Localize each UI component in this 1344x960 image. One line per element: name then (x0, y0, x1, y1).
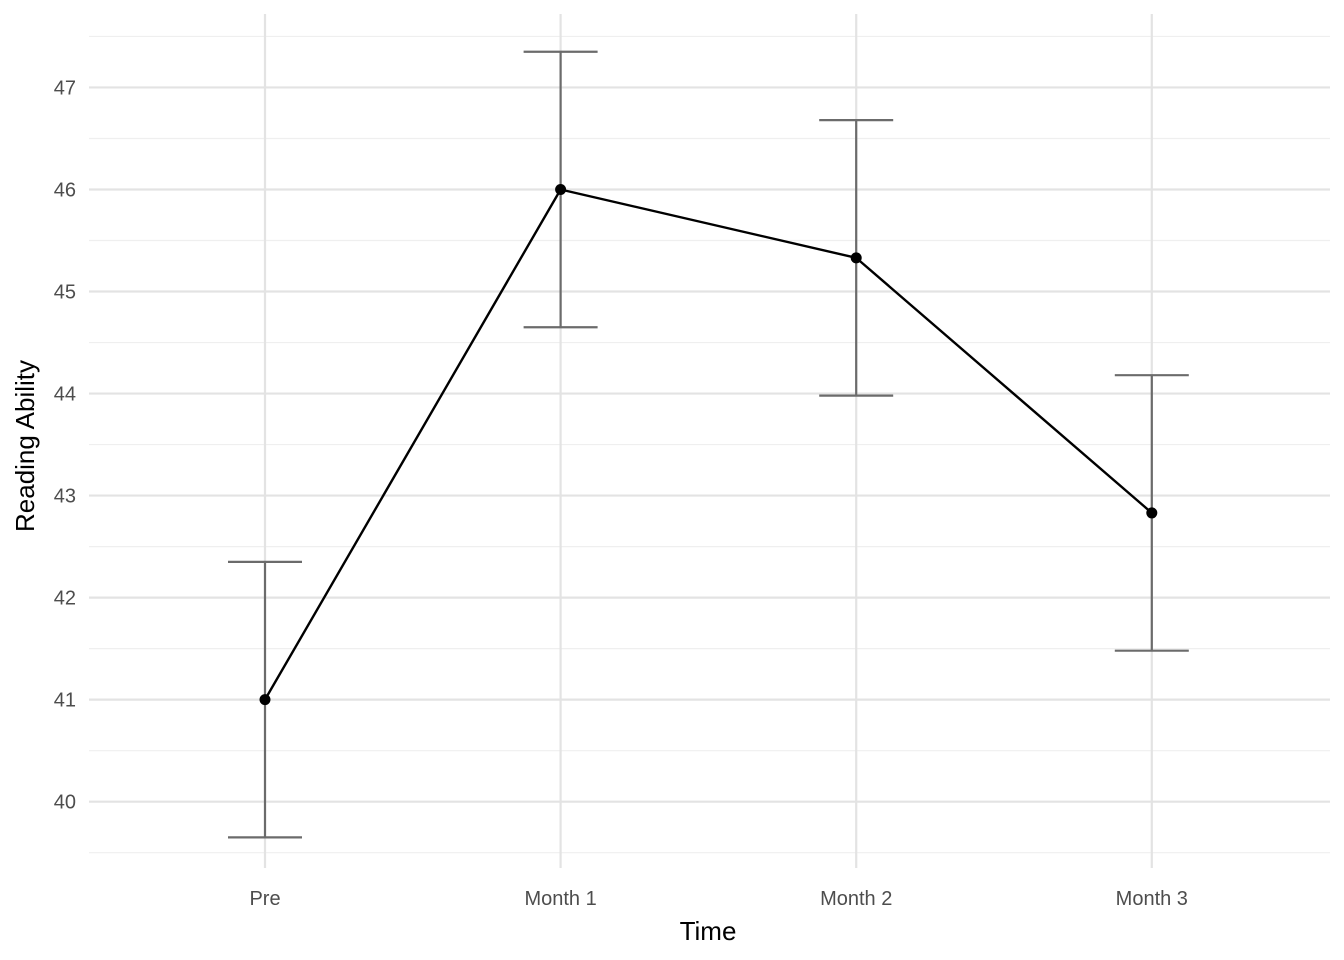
x-tick-label: Month 2 (820, 888, 892, 910)
data-point (259, 694, 271, 706)
y-tick-label: 41 (54, 690, 76, 712)
data-point (1146, 507, 1158, 519)
y-axis-title: Reading Ability (10, 360, 40, 532)
y-axis-tick-labels: 40 41 42 43 44 45 46 47 (54, 77, 76, 813)
y-tick-label: 42 (54, 588, 76, 610)
x-tick-label: Pre (249, 888, 280, 910)
x-axis-tick-labels: Pre Month 1 Month 2 Month 3 (249, 888, 1187, 910)
series-line-group (263, 188, 1153, 701)
data-point (850, 252, 862, 264)
y-tick-label: 47 (54, 77, 76, 99)
y-tick-label: 44 (54, 384, 76, 406)
major-gridlines-y (89, 86, 1330, 803)
y-tick-label: 40 (54, 792, 76, 814)
x-tick-label: Month 1 (524, 888, 596, 910)
data-point (555, 183, 567, 195)
y-tick-label: 46 (54, 179, 76, 201)
y-tick-label: 43 (54, 486, 76, 508)
x-axis-title: Time (680, 916, 737, 946)
major-gridlines-x (263, 14, 1153, 868)
series-line (263, 188, 1153, 701)
x-tick-label: Month 3 (1116, 888, 1188, 910)
minor-gridlines-y (89, 35, 1330, 854)
data-points (259, 183, 1158, 706)
y-tick-label: 45 (54, 282, 76, 304)
